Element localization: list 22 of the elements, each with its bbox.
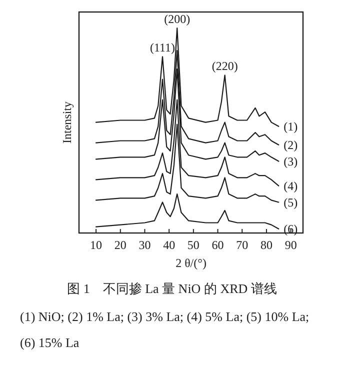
x-tick-label: 40 <box>163 238 176 252</box>
annotation: (111) <box>150 40 176 55</box>
y-axis-title: Intensity <box>60 102 74 144</box>
x-tick-label: 90 <box>284 238 297 252</box>
series-label: (6) <box>284 222 298 236</box>
annotation: (220) <box>212 59 238 74</box>
x-tick-label: 20 <box>114 238 126 252</box>
series-label: (3) <box>284 154 298 168</box>
x-tick-label: 70 <box>236 238 248 252</box>
text: (1) NiO; (2) 1% La; (3) 3% La; (4) 5% La; (5) 10% La; (6) 15% La <box>20 308 310 352</box>
x-tick-label: 50 <box>187 238 200 252</box>
x-tick-label: 80 <box>260 238 272 252</box>
series-label: (5) <box>284 195 298 210</box>
series-label: (1) <box>284 119 298 134</box>
series-label: (2) <box>284 138 298 152</box>
x-tick-label: 60 <box>212 238 224 252</box>
x-axis-title: 2 θ/(°) <box>176 256 206 270</box>
text: 图 1 不同掺 La 量 NiO 的 XRD 谱线 <box>66 280 278 298</box>
x-tick-label: 30 <box>138 238 151 252</box>
series-label: (4) <box>284 178 298 193</box>
x-tick-label: 10 <box>90 238 102 252</box>
annotation: (200) <box>164 12 190 26</box>
